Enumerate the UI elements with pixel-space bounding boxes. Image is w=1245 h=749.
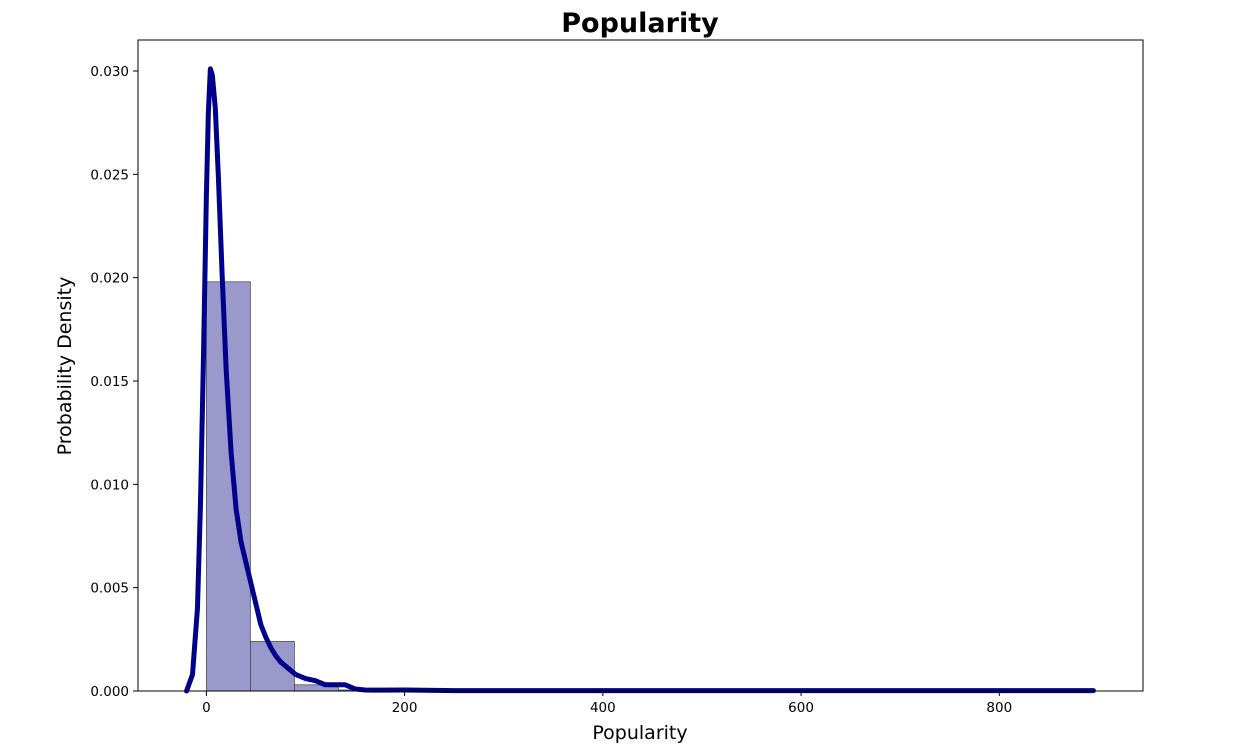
chart-title: Popularity bbox=[561, 8, 719, 39]
y-axis-ticks: 0.000 0.005 0.010 0.015 0.020 0.025 0.030 bbox=[90, 64, 138, 700]
x-tick-label: 600 bbox=[788, 700, 814, 716]
density-curve-group bbox=[184, 66, 1096, 694]
x-tick-label: 800 bbox=[986, 700, 1012, 716]
x-tick-label: 200 bbox=[392, 700, 418, 716]
histogram-bars bbox=[205, 281, 427, 692]
y-tick-label: 0.010 bbox=[90, 477, 129, 493]
y-axis-label: Probability Density bbox=[54, 277, 76, 456]
y-tick-label: 0.020 bbox=[90, 271, 129, 287]
x-axis-ticks: 0 200 400 600 800 bbox=[202, 691, 1012, 716]
y-tick-label: 0.025 bbox=[90, 167, 129, 183]
x-tick-label: 400 bbox=[590, 700, 616, 716]
y-tick-label: 0.015 bbox=[90, 374, 129, 390]
y-tick-label: 0.005 bbox=[90, 581, 129, 597]
plot-frame bbox=[137, 39, 1144, 692]
y-tick-label: 0.030 bbox=[90, 64, 129, 80]
x-axis-label: Popularity bbox=[592, 722, 687, 744]
density-curve bbox=[184, 66, 1096, 694]
y-tick-label: 0.000 bbox=[90, 684, 129, 700]
histogram-bar bbox=[205, 281, 251, 692]
x-tick-label: 0 bbox=[202, 700, 211, 716]
